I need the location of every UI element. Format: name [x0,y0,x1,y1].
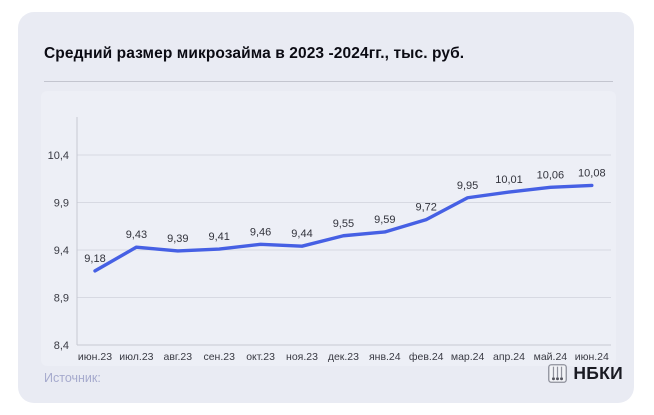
x-tick-label: янв.24 [369,351,401,363]
x-tick-label: дек.23 [328,351,359,363]
data-line [93,183,594,273]
x-tick-label: фев.24 [409,351,444,363]
data-point-label: 9,46 [250,226,271,238]
x-tick-label: апр.24 [493,351,525,363]
chart-title: Средний размер микрозайма в 2023 -2024гг… [44,45,465,62]
data-point-label: 9,43 [126,229,147,241]
x-tick-label: окт.23 [246,351,275,363]
abacus-icon [548,364,568,383]
x-tick-label: июл.23 [119,351,153,363]
x-tick-label: июн.24 [575,351,609,363]
data-point-label: 9,44 [291,228,312,240]
data-point-label: 9,18 [84,253,105,265]
x-tick-label: ноя.23 [286,351,318,363]
y-tick-label: 9,9 [54,198,69,210]
x-tick-label: авг.23 [164,351,193,363]
x-tick-label: мар.24 [451,351,485,363]
data-point-label: 10,06 [537,169,565,181]
nbki-logo-text: НБКИ [573,363,623,383]
line-chart: 10,4 9,9 9,4 8,9 8,4 июн.23 июл.23 авг.23 сен.23… [48,117,611,363]
plot-panel: 10,4 9,9 9,4 8,9 8,4 июн.23 июл.23 авг.23 сен.23… [41,91,616,366]
y-tick-label: 10,4 [48,150,69,162]
data-point-label: 10,08 [578,167,606,179]
data-point-label: 9,72 [415,202,436,214]
data-point-label: 9,59 [374,214,395,226]
y-tick-label: 8,9 [54,293,69,305]
data-point-label: 9,95 [457,180,478,192]
data-point-label: 9,39 [167,233,188,245]
x-tick-label: май.24 [534,351,568,363]
data-point-label: 10,01 [495,174,523,186]
title-divider [44,81,613,82]
data-point-label: 9,41 [208,231,229,243]
source-label: Источник: [44,371,101,385]
x-tick-label: сен.23 [203,351,235,363]
x-tick-label: июн.23 [78,351,112,363]
nbki-logo: НБКИ [547,363,623,384]
y-tick-label: 9,4 [54,245,69,257]
chart-card: Средний размер микрозайма в 2023 -2024гг… [18,12,634,403]
y-tick-label: 8,4 [54,340,69,352]
data-point-label: 9,55 [333,218,354,230]
